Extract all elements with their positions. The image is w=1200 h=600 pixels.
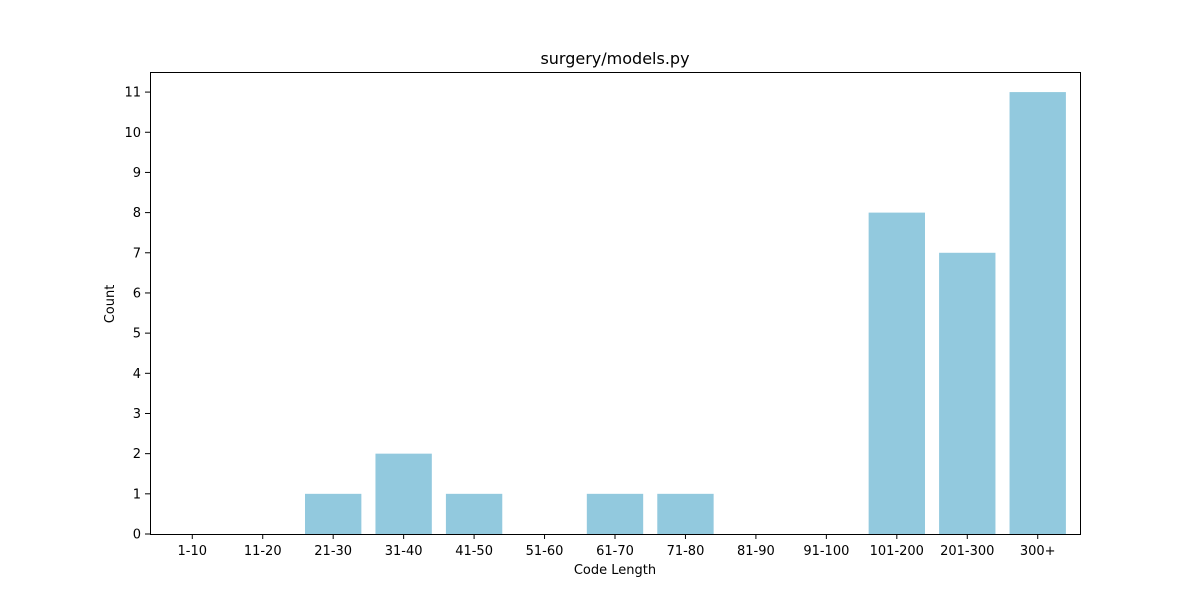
y-tick-label: 4 [133,367,141,382]
x-tick-label: 51-60 [526,544,564,559]
y-tick-label: 11 [124,86,141,101]
bar-31-40 [375,453,432,534]
bars-group [305,92,1066,535]
y-tick-label: 6 [133,286,141,301]
x-tick-label: 101-200 [870,544,924,559]
bar-41-50 [445,493,503,534]
x-tick-label: 1-10 [178,544,208,559]
x-axis-label: Code Length [574,563,656,578]
bar-21-30 [305,493,362,534]
bar-201-300 [939,252,996,535]
x-tick-label: 61-70 [596,544,634,559]
x-tick-label: 71-80 [667,544,705,559]
x-tick-label: 201-300 [940,544,994,559]
y-axis-label: Count [103,285,118,324]
y-axis-ticks: 0 1 2 3 4 5 6 7 8 9 10 11 [124,86,150,543]
chart-title: surgery/models.py [540,49,689,68]
bar-61-70 [586,493,644,534]
bar-300+ [1009,92,1066,534]
y-tick-label: 0 [133,528,141,543]
y-tick-label: 7 [133,246,141,261]
y-tick-label: 2 [133,447,141,462]
x-tick-label: 41-50 [455,544,493,559]
bar-101-200 [868,212,925,534]
x-tick-label: 21-30 [314,544,352,559]
y-tick-label: 5 [133,327,141,342]
x-tick-label: 11-20 [244,544,282,559]
x-axis-ticks: 1-10 11-20 21-30 31-40 41-50 51-60 61-70 71-80 8… [178,534,1056,559]
x-tick-label: 31-40 [385,544,423,559]
y-tick-label: 3 [133,407,141,422]
x-tick-label: 300+ [1020,544,1056,559]
x-tick-label: 81-90 [737,544,775,559]
y-tick-label: 9 [133,166,141,181]
plot-area-frame [150,72,1081,535]
y-tick-label: 8 [133,206,141,221]
bar-71-80 [657,493,714,534]
y-tick-label: 1 [133,487,141,502]
x-tick-label: 91-100 [803,544,849,559]
y-tick-label: 10 [124,126,141,141]
